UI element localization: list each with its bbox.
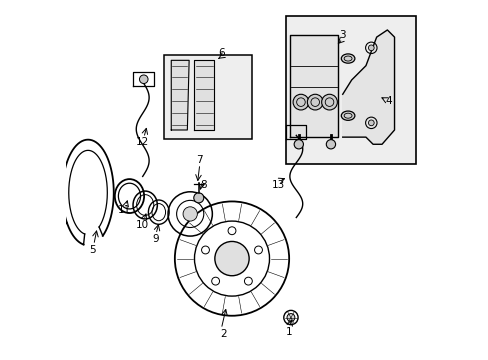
Circle shape: [325, 140, 335, 149]
FancyBboxPatch shape: [285, 16, 415, 164]
FancyBboxPatch shape: [164, 55, 251, 139]
Circle shape: [214, 242, 248, 276]
Text: 7: 7: [196, 156, 203, 165]
Circle shape: [321, 94, 337, 110]
Circle shape: [292, 94, 308, 110]
Text: 4: 4: [385, 96, 392, 107]
Polygon shape: [171, 60, 189, 130]
Circle shape: [286, 314, 294, 321]
Polygon shape: [342, 30, 394, 144]
Circle shape: [367, 120, 373, 126]
Text: 2: 2: [219, 329, 226, 339]
Circle shape: [367, 45, 373, 51]
Text: 5: 5: [89, 245, 96, 255]
Circle shape: [307, 94, 323, 110]
Polygon shape: [290, 35, 337, 137]
Circle shape: [183, 207, 197, 221]
Text: 12: 12: [136, 138, 149, 148]
Text: 9: 9: [152, 234, 158, 244]
Text: 3: 3: [339, 30, 346, 40]
Text: 11: 11: [118, 205, 131, 215]
Circle shape: [294, 140, 303, 149]
Circle shape: [193, 193, 203, 203]
Ellipse shape: [341, 54, 354, 63]
Ellipse shape: [341, 111, 354, 120]
Text: 1: 1: [285, 327, 292, 337]
Circle shape: [139, 75, 148, 84]
Polygon shape: [194, 60, 214, 130]
Text: 10: 10: [136, 220, 149, 230]
Text: 6: 6: [218, 48, 224, 58]
Text: 13: 13: [271, 180, 285, 190]
Text: 8: 8: [200, 180, 206, 190]
